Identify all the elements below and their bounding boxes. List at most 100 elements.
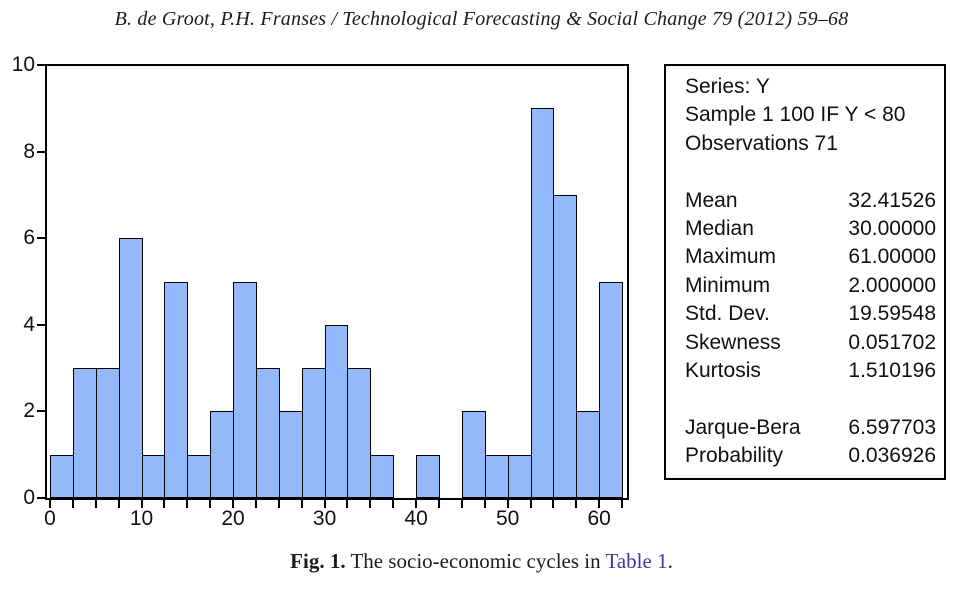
histogram-bar [233, 281, 257, 498]
stats-row: Skewness 0.051702 [685, 329, 936, 357]
y-axis-tick [37, 323, 45, 326]
stats-rows2-block: Jarque-Bera 6.597703 Probability 0.036926 [685, 414, 936, 471]
stats-value: 0.036926 [848, 444, 936, 468]
x-axis-tick [140, 500, 143, 508]
y-axis-label: 4 [23, 312, 35, 336]
stats-row: Median 30.00000 [685, 215, 936, 243]
x-axis-label: 10 [129, 507, 154, 530]
x-axis-tick [506, 500, 509, 508]
x-axis-tick [460, 500, 463, 508]
x-axis-tick [300, 500, 303, 508]
x-axis-tick [369, 500, 372, 508]
journal-header: B. de Groot, P.H. Franses / Technologica… [114, 8, 849, 30]
y-axis-label: 10 [11, 53, 35, 76]
x-axis-tick [346, 500, 349, 508]
stats-header-line: Observations 71 [685, 131, 838, 155]
stats-value: 6.597703 [848, 415, 936, 439]
stats-panel: Series: Y Sample 1 100 IF Y < 80 Observati… [664, 64, 946, 480]
stats-value: 32.41526 [848, 188, 936, 212]
stats-row: Maximum 61.00000 [685, 243, 936, 271]
figure-label: Fig. 1. [290, 549, 346, 573]
y-axis-tick [37, 150, 45, 153]
x-axis-tick [621, 500, 624, 508]
stats-label: Skewness [685, 330, 781, 354]
y-axis-tick [37, 410, 45, 413]
stats-row: Minimum 2.000000 [685, 272, 936, 300]
x-axis-tick [415, 500, 418, 508]
x-axis-tick [575, 500, 578, 508]
x-axis-label: 50 [495, 507, 520, 530]
x-axis-label: 20 [221, 507, 245, 530]
histogram-bar [530, 108, 555, 498]
stats-label: Minimum [685, 273, 771, 297]
histogram-bar [416, 454, 440, 498]
y-axis-tick [37, 64, 45, 66]
stats-spacer [685, 385, 936, 413]
x-axis-tick [232, 500, 235, 508]
figure-caption: Fig. 1. The socio-economic cycles in Tab… [0, 549, 963, 574]
stats-label: Maximum [685, 245, 777, 269]
stats-label: Std. Dev. [685, 302, 770, 326]
caption-period: . [667, 549, 673, 573]
y-axis-tick [37, 497, 45, 499]
stats-label: Jarque-Bera [685, 415, 801, 439]
x-axis-tick [186, 500, 189, 508]
x-axis-tick [438, 500, 440, 508]
x-axis-tick [552, 500, 555, 508]
histogram-bar [553, 194, 578, 498]
y-axis-label: 8 [23, 139, 35, 163]
stats-value: 19.59548 [848, 302, 936, 326]
stats-label: Probability [685, 444, 784, 468]
stats-row: Probability 0.036926 [685, 442, 936, 470]
stats-value: 0.051702 [848, 330, 936, 354]
histogram-bar [255, 368, 280, 498]
stats-rows-block: Mean 32.41526 Median 30.00000 Maximum 61.0000… [685, 187, 936, 386]
histogram-bar [187, 454, 212, 498]
histogram-bar [370, 454, 395, 498]
histogram-bar [210, 411, 235, 498]
histogram-bar [507, 454, 532, 498]
histogram-bar [72, 368, 97, 498]
stats-header-block: Series: Y Sample 1 100 IF Y < 80 Observati… [685, 73, 936, 158]
x-axis-tick [277, 500, 280, 508]
histogram-bar [95, 368, 120, 498]
stats-value: 1.510196 [848, 358, 936, 382]
x-axis-label: 40 [404, 507, 428, 530]
histogram-bar [164, 281, 189, 498]
stats-row: Std. Dev. 19.59548 [685, 300, 936, 328]
stats-label: Mean [685, 188, 738, 212]
x-axis-tick [529, 500, 532, 508]
x-axis-tick [71, 500, 74, 508]
y-axis-label: 6 [23, 226, 35, 250]
x-axis-tick [598, 500, 601, 508]
caption-text: The socio-economic cycles in [345, 549, 606, 573]
stats-label: Median [685, 216, 754, 240]
x-axis-tick [94, 500, 97, 508]
x-axis-tick [209, 500, 212, 508]
histogram-bar [141, 454, 166, 498]
histogram-bar [461, 411, 486, 498]
y-axis-label: 0 [23, 486, 35, 509]
stats-value: 30.00000 [848, 216, 936, 240]
stats-spacer [685, 158, 936, 186]
y-axis-label: 2 [23, 399, 35, 423]
stats-value: 2.000000 [848, 273, 936, 297]
stats-row: Jarque-Bera 6.597703 [685, 414, 936, 442]
x-axis-tick [117, 500, 120, 508]
x-axis-tick [254, 500, 257, 508]
histogram-bar [301, 368, 326, 498]
stats-row: Kurtosis 1.510196 [685, 357, 936, 385]
x-axis-label: 30 [312, 507, 337, 530]
histogram-bar [324, 324, 349, 498]
table-1-link[interactable]: Table 1 [605, 549, 668, 573]
x-axis-tick [49, 500, 51, 508]
stats-value: 61.00000 [848, 245, 936, 269]
stats-header-line: Sample 1 100 IF Y < 80 [685, 103, 906, 127]
stats-header-line: Series: Y [685, 75, 770, 98]
x-axis-tick [392, 500, 395, 508]
x-axis-label: 60 [587, 507, 611, 530]
histogram-bar [278, 411, 303, 498]
histogram-bar [484, 454, 509, 498]
stats-row: Mean 32.41526 [685, 187, 936, 215]
